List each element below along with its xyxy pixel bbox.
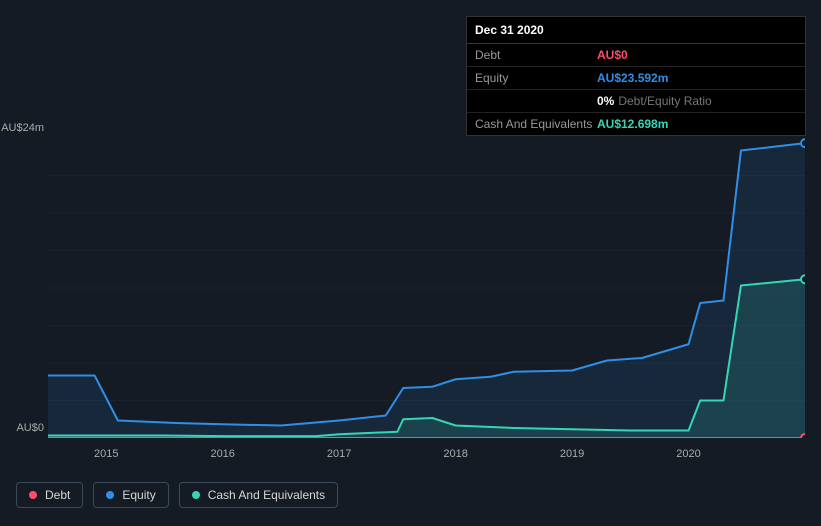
tooltip-row-equity: Equity AU$23.592m (467, 67, 805, 90)
tooltip-value: AU$12.698m (597, 115, 668, 133)
legend-label: Debt (45, 488, 70, 502)
tooltip-value: AU$0 (597, 46, 628, 64)
chart-legend: Debt Equity Cash And Equivalents (16, 482, 338, 508)
y-axis-label-max: AU$24m (0, 122, 44, 134)
x-axis-label: 2020 (676, 448, 700, 460)
legend-label: Cash And Equivalents (208, 488, 325, 502)
tooltip-label: Debt (475, 46, 597, 64)
legend-item-cash[interactable]: Cash And Equivalents (179, 482, 338, 508)
tooltip-value-text: Debt/Equity Ratio (618, 92, 711, 110)
tooltip-row-ratio: 0% Debt/Equity Ratio (467, 90, 805, 113)
tooltip-date: Dec 31 2020 (467, 17, 805, 44)
legend-label: Equity (122, 488, 155, 502)
tooltip-row-debt: Debt AU$0 (467, 44, 805, 67)
legend-item-equity[interactable]: Equity (93, 482, 168, 508)
legend-dot-icon (29, 491, 37, 499)
x-axis-label: 2016 (210, 448, 234, 460)
chart-tooltip: Dec 31 2020 Debt AU$0 Equity AU$23.592m … (466, 16, 806, 136)
x-axis-label: 2019 (560, 448, 584, 460)
tooltip-label: Equity (475, 69, 597, 87)
y-axis-label-min: AU$0 (0, 422, 44, 434)
legend-dot-icon (192, 491, 200, 499)
tooltip-row-cash: Cash And Equivalents AU$12.698m (467, 113, 805, 135)
legend-item-debt[interactable]: Debt (16, 482, 83, 508)
chart-plot-area[interactable] (48, 138, 805, 438)
tooltip-label (475, 92, 597, 110)
x-axis-label: 2018 (443, 448, 467, 460)
tooltip-value: AU$23.592m (597, 69, 668, 87)
tooltip-label: Cash And Equivalents (475, 115, 597, 133)
legend-dot-icon (106, 491, 114, 499)
tooltip-value-pct: 0% (597, 92, 614, 110)
x-axis-label: 2015 (94, 448, 118, 460)
x-axis-label: 2017 (327, 448, 351, 460)
